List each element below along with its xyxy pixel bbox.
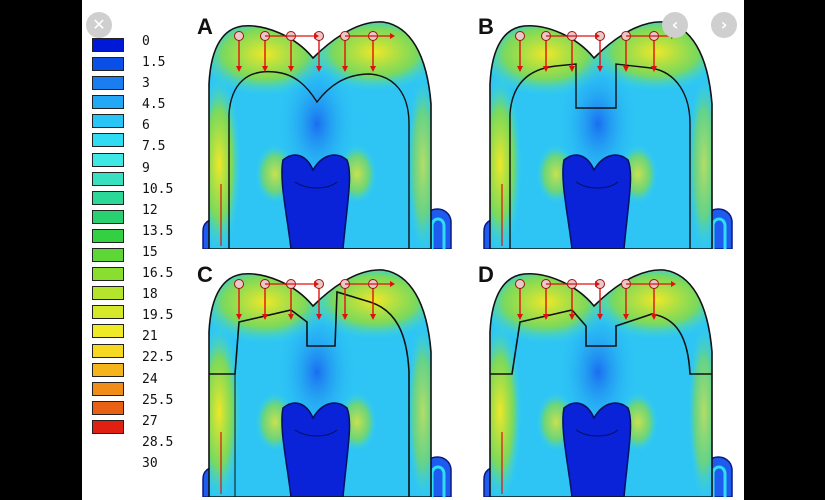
legend-label: 22.5	[142, 350, 174, 366]
legend-swatch	[92, 57, 124, 72]
legend-swatch	[92, 248, 124, 263]
stress-map-panel-d: D	[476, 262, 738, 497]
panel-label: A	[197, 14, 213, 39]
legend-swatch	[92, 152, 124, 167]
load-arrows	[501, 279, 676, 494]
stress-map-panel-a: A	[195, 14, 457, 249]
tooth-outline	[489, 269, 713, 497]
pulp-chamber	[281, 402, 351, 497]
previous-image-button[interactable]: ‹	[662, 12, 688, 38]
legend-swatch	[92, 76, 124, 91]
legend-swatch	[92, 324, 124, 339]
chevron-left-icon: ‹	[671, 15, 679, 34]
pulp-chamber	[562, 402, 632, 497]
legend-swatch	[92, 381, 124, 396]
legend-label: 7.5	[142, 139, 166, 155]
legend-label: 21	[142, 329, 158, 345]
legend-label: 28.5	[142, 434, 174, 450]
stress-map-drawing	[483, 269, 733, 497]
legend-label: 10.5	[142, 181, 174, 197]
legend-label: 15	[142, 244, 158, 260]
tooth-outline	[489, 21, 713, 249]
stress-map-panel-b: B	[476, 14, 738, 249]
legend-swatch	[92, 209, 124, 224]
legend-swatch	[92, 228, 124, 243]
legend-label: 27	[142, 413, 158, 429]
legend-label: 0	[142, 34, 150, 49]
legend-swatch	[92, 190, 124, 205]
tooth-outline	[208, 21, 432, 249]
legend-swatch	[92, 133, 124, 148]
legend-swatch	[92, 419, 124, 434]
legend-swatch	[92, 267, 124, 282]
load-arrows	[220, 31, 395, 246]
legend-swatch	[92, 400, 124, 415]
legend-label: 9	[142, 160, 150, 176]
panel-label: C	[197, 262, 213, 287]
legend-label: 3	[142, 76, 150, 92]
legend-label: 16.5	[142, 266, 174, 282]
stress-map-drawing	[202, 269, 452, 497]
legend-label: 4.5	[142, 97, 166, 113]
close-icon: ✕	[92, 15, 106, 34]
legend-label: 18	[142, 287, 158, 303]
stress-map-panel-c: C	[195, 262, 457, 497]
next-image-button[interactable]: ›	[711, 12, 737, 38]
load-arrows	[501, 31, 676, 246]
load-arrows	[220, 279, 395, 494]
panel-label: B	[478, 14, 494, 39]
legend-swatch	[92, 114, 124, 129]
legend-label: 30	[142, 455, 158, 471]
legend-label: 13.5	[142, 223, 174, 239]
legend-label: 6	[142, 118, 150, 134]
stress-map-drawing	[483, 21, 733, 249]
panel-label: D	[478, 262, 494, 287]
chevron-right-icon: ›	[720, 15, 728, 34]
legend-label: 25.5	[142, 392, 174, 408]
legend-swatch	[92, 362, 124, 377]
color-scale-swatches	[92, 38, 124, 439]
legend-swatch	[92, 286, 124, 301]
legend-swatch	[92, 343, 124, 358]
pulp-chamber	[281, 154, 351, 249]
close-button[interactable]: ✕	[86, 12, 112, 38]
legend-swatch	[92, 171, 124, 186]
legend-swatch	[92, 305, 124, 320]
pulp-chamber	[562, 154, 632, 249]
legend-swatch	[92, 95, 124, 110]
legend-swatch	[92, 38, 124, 52]
legend-label: 12	[142, 202, 158, 218]
color-scale-labels: 0 1.5 3 4.5 6 7.5 9 10.5 12 13.5 15 16.5 18 19.5 21 22.…	[142, 31, 173, 474]
stress-map-drawing	[202, 21, 452, 249]
legend-label: 24	[142, 371, 158, 387]
tooth-outline	[208, 269, 432, 497]
legend-label: 19.5	[142, 308, 174, 324]
legend-label: 1.5	[142, 55, 166, 71]
